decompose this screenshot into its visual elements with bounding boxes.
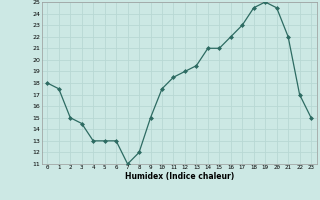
X-axis label: Humidex (Indice chaleur): Humidex (Indice chaleur) [124,172,234,181]
